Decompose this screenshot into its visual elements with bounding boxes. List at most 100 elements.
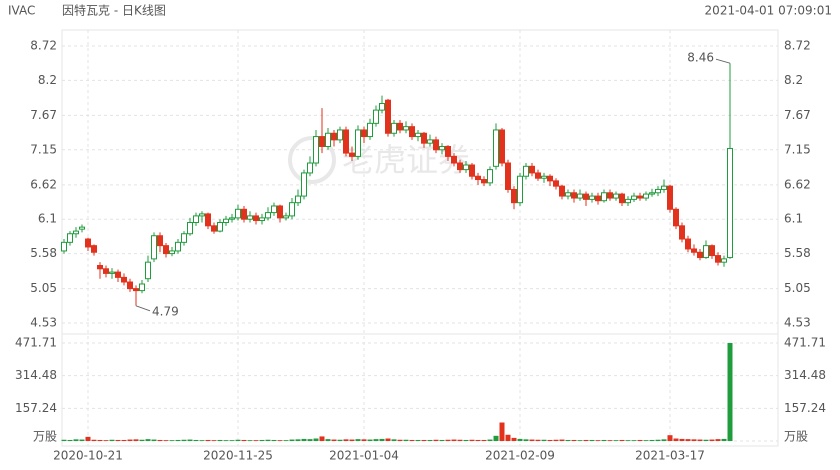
volume-bar	[97, 439, 103, 441]
volume-bar	[307, 439, 313, 441]
volume-tick-label: 314.48	[15, 368, 57, 382]
volume-bar	[511, 437, 517, 441]
candle-body	[187, 222, 193, 235]
candle-body	[595, 195, 601, 202]
volume-bar	[133, 439, 139, 441]
candle-body	[115, 271, 121, 278]
volume-bar	[337, 439, 343, 441]
volume-tick-label: 万股	[33, 430, 57, 444]
volume-bar	[433, 439, 439, 441]
candle-body	[97, 264, 103, 270]
volume-tick-label-right: 471.71	[784, 336, 826, 350]
volume-bar	[397, 439, 403, 441]
candle-body	[121, 276, 127, 283]
candle-body	[223, 218, 229, 224]
candle-body	[367, 122, 373, 138]
candle-body	[517, 175, 523, 204]
y2-tick-label: 8.2	[784, 73, 803, 87]
candle-body	[217, 222, 223, 232]
candle-body	[469, 164, 475, 177]
candle-body	[457, 162, 463, 171]
volume-bar	[151, 439, 157, 441]
volume-tick-label-right: 157.24	[784, 401, 826, 415]
volume-bar	[385, 438, 391, 441]
candle-body	[643, 193, 649, 199]
candle-body	[139, 283, 145, 292]
volume-bar	[211, 440, 217, 441]
candle-body	[445, 145, 451, 157]
volume-bar	[517, 438, 523, 441]
volume-bar	[487, 439, 493, 441]
volume-bar	[109, 439, 115, 441]
volume-bar	[115, 439, 121, 441]
volume-bar	[367, 439, 373, 441]
candle-body	[577, 193, 583, 199]
y-tick-label: 5.58	[30, 246, 57, 260]
volume-bar	[361, 439, 367, 441]
candle-body	[409, 126, 415, 138]
volume-bar	[235, 439, 241, 441]
candle-body	[667, 185, 673, 210]
candle-body	[661, 185, 667, 190]
volume-bar	[445, 439, 451, 441]
y-tick-label: 4.53	[30, 316, 57, 330]
volume-bar	[619, 439, 625, 441]
volume-bar	[631, 440, 637, 441]
candle-body	[85, 238, 91, 248]
volume-bar	[667, 435, 673, 441]
volume-bar	[541, 439, 547, 441]
volume-bar	[349, 439, 355, 441]
volume-bar	[301, 438, 307, 441]
volume-bar	[163, 440, 169, 441]
candle-body	[601, 192, 607, 202]
candle-body	[721, 258, 727, 263]
min-label: 4.79	[152, 304, 179, 318]
candle-body	[163, 245, 169, 255]
candle-body	[265, 212, 271, 219]
candle-body	[391, 122, 397, 134]
candle-body	[199, 213, 205, 217]
candle-body	[373, 109, 379, 124]
candle-body	[193, 215, 199, 224]
volume-bar	[637, 439, 643, 441]
min-leader	[135, 305, 151, 312]
volume-bar	[205, 439, 211, 441]
y-tick-label: 6.1	[38, 212, 57, 226]
candle-body	[295, 195, 301, 204]
candle-body	[301, 172, 307, 197]
candle-body	[427, 139, 433, 144]
candle-body	[727, 147, 733, 259]
volume-bar	[85, 436, 91, 441]
volume-bar	[355, 439, 361, 441]
candle-body	[79, 226, 85, 230]
volume-bar	[379, 438, 385, 441]
candle-body	[607, 192, 613, 199]
volume-bar	[217, 439, 223, 441]
volume-tick-label-right: 万股	[784, 430, 808, 444]
candle-body	[691, 248, 697, 253]
volume-bar	[103, 440, 109, 441]
volume-bar	[595, 440, 601, 441]
y2-tick-label: 6.62	[784, 177, 811, 191]
volume-bar	[457, 439, 463, 441]
volume-bar	[451, 439, 457, 441]
candle-body	[481, 179, 487, 184]
candle-body	[547, 175, 553, 182]
volume-bar	[373, 439, 379, 441]
candle-body	[631, 195, 637, 200]
volume-bar	[649, 439, 655, 441]
candle-body	[175, 241, 181, 252]
candle-body	[679, 225, 685, 240]
volume-bar	[277, 440, 283, 441]
volume-bar	[127, 439, 133, 441]
max-label: 8.46	[687, 51, 714, 65]
volume-bar	[187, 439, 193, 441]
volume-bar	[727, 343, 733, 441]
volume-bar	[79, 439, 85, 441]
volume-bar	[505, 434, 511, 441]
candle-body	[511, 188, 517, 204]
volume-bar	[613, 440, 619, 441]
candle-body	[247, 215, 253, 220]
candle-body	[697, 251, 703, 259]
